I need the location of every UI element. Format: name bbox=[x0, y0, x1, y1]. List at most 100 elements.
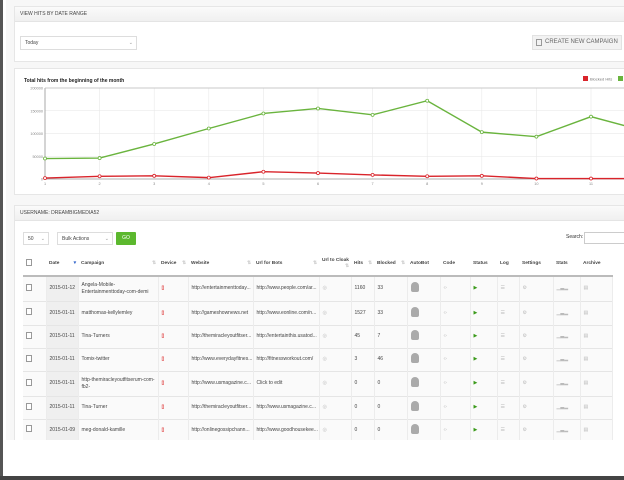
log-icon[interactable]: ☰ bbox=[500, 333, 505, 339]
gear-icon[interactable]: ⚙ bbox=[522, 356, 527, 362]
row-checkbox[interactable] bbox=[23, 395, 47, 419]
sort-icon[interactable]: ⇅ bbox=[344, 263, 349, 269]
campaign-cell[interactable]: meg-donald-kamille bbox=[78, 418, 159, 440]
play-icon[interactable]: ▶ bbox=[473, 356, 478, 362]
sort-icon[interactable]: ⇅ bbox=[400, 260, 405, 266]
website-cell[interactable]: http://www.everydayfitnes... bbox=[188, 347, 254, 371]
stats-chart-icon[interactable]: ▁▃▂ bbox=[556, 404, 569, 410]
log-icon[interactable]: ☰ bbox=[500, 404, 505, 410]
stats-chart-icon[interactable]: ▁▃▂ bbox=[556, 333, 569, 339]
cloak-icon[interactable]: ◎ bbox=[322, 404, 327, 410]
cloak-icon[interactable]: ◎ bbox=[322, 356, 327, 362]
row-checkbox[interactable] bbox=[23, 275, 47, 301]
url-bots-cell[interactable]: http://www.eonline.com/n... bbox=[253, 300, 320, 325]
url-bots-cell[interactable]: http://www.people.com/ar... bbox=[253, 275, 320, 301]
website-cell[interactable]: http://gameshownews.net bbox=[188, 300, 254, 325]
column-header-device[interactable]: Device ⇅ bbox=[158, 252, 188, 277]
cloak-icon[interactable]: ◎ bbox=[322, 333, 327, 339]
url-bots-cell[interactable]: http://entertainthis.usatod... bbox=[253, 324, 320, 348]
row-checkbox[interactable] bbox=[23, 370, 47, 396]
website-cell[interactable]: http://themiracleyoutfitser... bbox=[188, 395, 254, 419]
gear-icon[interactable]: ⚙ bbox=[522, 404, 527, 410]
stats-chart-icon[interactable]: ▁▃▂ bbox=[556, 380, 569, 386]
select-all-checkbox[interactable] bbox=[23, 252, 46, 277]
column-header-url-to-cloak[interactable]: Url to Cloak ⇅ bbox=[319, 252, 351, 277]
campaign-cell[interactable]: http-themiracleyoutfitserum-com-fb2- bbox=[78, 370, 159, 396]
archive-icon[interactable]: ▤ bbox=[583, 380, 589, 386]
column-header-url-for-bots[interactable]: Url for Bots ⇅ bbox=[253, 252, 319, 277]
sort-icon[interactable]: ⇅ bbox=[246, 260, 251, 266]
campaign-cell[interactable]: matthomas-kellylemley bbox=[78, 300, 159, 325]
log-icon[interactable]: ☰ bbox=[500, 380, 505, 386]
archive-icon[interactable]: ▤ bbox=[583, 309, 589, 316]
stats-chart-icon[interactable]: ▁▃▂ bbox=[556, 309, 569, 316]
code-icon[interactable]: ‹› bbox=[443, 380, 447, 386]
website-cell[interactable]: http://themiracleyoutfitser... bbox=[188, 324, 254, 348]
gear-icon[interactable]: ⚙ bbox=[522, 426, 527, 433]
android-icon[interactable] bbox=[410, 423, 419, 434]
gear-icon[interactable]: ⚙ bbox=[522, 333, 527, 339]
android-icon[interactable] bbox=[410, 353, 419, 363]
date-range-select[interactable]: Today ⌄ bbox=[20, 36, 137, 50]
row-checkbox[interactable] bbox=[23, 347, 47, 371]
play-icon[interactable]: ▶ bbox=[473, 426, 478, 433]
search-input[interactable] bbox=[584, 232, 624, 244]
play-icon[interactable]: ▶ bbox=[473, 333, 478, 339]
log-icon[interactable]: ☰ bbox=[500, 285, 505, 292]
log-icon[interactable]: ☰ bbox=[500, 309, 505, 316]
website-cell[interactable]: http://www.usmagazine.c... bbox=[188, 370, 254, 396]
sort-icon[interactable]: ▾ bbox=[73, 260, 76, 266]
gear-icon[interactable]: ⚙ bbox=[522, 380, 527, 386]
archive-icon[interactable]: ▤ bbox=[583, 404, 589, 410]
campaign-cell[interactable]: Tina-Turner bbox=[78, 395, 159, 419]
android-icon[interactable] bbox=[410, 377, 419, 387]
cloak-icon[interactable]: ◎ bbox=[322, 426, 327, 433]
cloak-icon[interactable]: ◎ bbox=[322, 380, 327, 386]
bulk-actions-select[interactable]: Bulk Actions ⌄ bbox=[57, 232, 113, 245]
android-icon[interactable] bbox=[410, 330, 419, 340]
column-header-blocked[interactable]: Blocked ⇅ bbox=[374, 252, 407, 277]
row-checkbox[interactable] bbox=[23, 300, 47, 325]
cloak-icon[interactable]: ◎ bbox=[322, 285, 327, 292]
code-icon[interactable]: ‹› bbox=[443, 426, 447, 433]
code-icon[interactable]: ‹› bbox=[443, 285, 447, 292]
archive-icon[interactable]: ▤ bbox=[583, 333, 589, 339]
code-icon[interactable]: ‹› bbox=[443, 333, 447, 339]
play-icon[interactable]: ▶ bbox=[473, 285, 478, 292]
code-icon[interactable]: ‹› bbox=[443, 309, 447, 316]
log-icon[interactable]: ☰ bbox=[500, 426, 505, 433]
page-size-select[interactable]: 50 ⌄ bbox=[23, 232, 49, 245]
cloak-icon[interactable]: ◎ bbox=[322, 309, 327, 316]
url-bots-cell[interactable]: Click to edit bbox=[253, 370, 320, 396]
url-bots-cell[interactable]: http://www.usmagazine.c... bbox=[253, 395, 320, 419]
archive-icon[interactable]: ▤ bbox=[583, 356, 589, 362]
url-bots-cell[interactable]: http://fitnessworkout.com/ bbox=[253, 347, 320, 371]
archive-icon[interactable]: ▤ bbox=[583, 285, 589, 292]
sort-icon[interactable]: ⇅ bbox=[367, 260, 372, 266]
stats-chart-icon[interactable]: ▁▃▂ bbox=[556, 285, 569, 292]
url-bots-cell[interactable]: http://www.goodhousekee... bbox=[253, 418, 320, 440]
column-header-website[interactable]: Website ⇅ bbox=[188, 252, 253, 277]
android-icon[interactable] bbox=[410, 401, 419, 411]
sort-icon[interactable]: ⇅ bbox=[151, 260, 156, 266]
create-campaign-button[interactable]: CREATE NEW CAMPAIGN bbox=[532, 35, 622, 50]
play-icon[interactable]: ▶ bbox=[473, 404, 478, 410]
website-cell[interactable]: http://entertainmenttoday... bbox=[188, 275, 254, 301]
archive-icon[interactable]: ▤ bbox=[583, 426, 589, 433]
android-icon[interactable] bbox=[410, 282, 419, 293]
campaign-cell[interactable]: Tomix-twitter bbox=[78, 347, 159, 371]
log-icon[interactable]: ☰ bbox=[500, 356, 505, 362]
column-header-campaign[interactable]: Campaign ⇅ bbox=[78, 252, 158, 277]
column-header-date[interactable]: Date ▾ bbox=[46, 252, 78, 277]
gear-icon[interactable]: ⚙ bbox=[522, 285, 527, 292]
campaign-cell[interactable]: Tina-Turners bbox=[78, 324, 159, 348]
stats-chart-icon[interactable]: ▁▃▂ bbox=[556, 426, 569, 433]
campaign-cell[interactable]: Angela-Mobile-Entertainmenttoday-com-dem… bbox=[78, 275, 159, 301]
play-icon[interactable]: ▶ bbox=[473, 380, 478, 386]
android-icon[interactable] bbox=[410, 306, 419, 317]
sort-icon[interactable]: ⇅ bbox=[181, 260, 186, 266]
play-icon[interactable]: ▶ bbox=[473, 309, 478, 316]
website-cell[interactable]: http://onlinegossipchann... bbox=[188, 418, 254, 440]
stats-chart-icon[interactable]: ▁▃▂ bbox=[556, 356, 569, 362]
sort-icon[interactable]: ⇅ bbox=[312, 260, 317, 266]
